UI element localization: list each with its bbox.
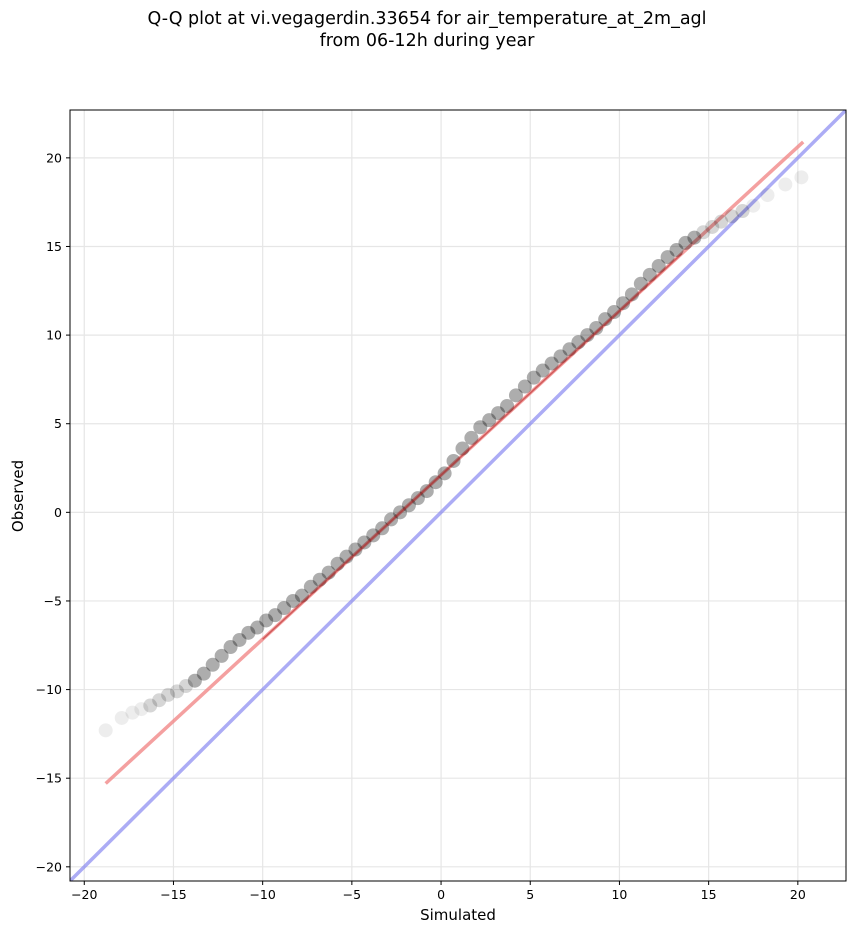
quantile-point — [143, 698, 158, 713]
quantile-point — [232, 632, 247, 647]
quantile-point — [616, 296, 631, 311]
y-axis-label: Observed — [9, 460, 27, 532]
quantile-point — [125, 705, 140, 720]
quantile-point — [268, 608, 283, 623]
y-tick-label: −15 — [36, 771, 62, 786]
quantile-point — [428, 475, 443, 490]
quantile-point — [259, 613, 274, 628]
quantile-point — [277, 601, 292, 616]
grid — [70, 110, 846, 881]
quantile-points — [98, 170, 809, 738]
quantile-point — [250, 620, 265, 635]
quantile-point — [724, 209, 739, 224]
chart-subtitle: from 06-12h during year — [319, 31, 535, 51]
plot-frame — [69, 109, 847, 882]
quantile-point — [696, 225, 711, 240]
quantile-point — [526, 370, 541, 385]
quantile-point — [366, 528, 381, 543]
quantile-point — [508, 388, 523, 403]
x-tick-label: −5 — [343, 887, 361, 902]
x-tick-label: −15 — [160, 887, 186, 902]
quantile-point — [705, 219, 720, 234]
quantile-point — [669, 243, 684, 258]
quantile-point — [651, 258, 666, 273]
quantile-point — [491, 406, 506, 421]
quantile-point — [455, 441, 470, 456]
quantile-point — [598, 312, 613, 327]
quantile-point — [482, 413, 497, 428]
quantile-point — [607, 305, 622, 320]
quantile-point — [642, 267, 657, 282]
quantile-point — [348, 542, 363, 557]
quantile-point — [152, 693, 167, 708]
quantile-point — [580, 328, 595, 343]
x-tick-label: 15 — [701, 887, 717, 902]
chart-title: Q-Q plot at vi.vegagerdin.33654 for air_… — [147, 9, 707, 29]
quantile-point — [384, 512, 399, 527]
x-tick-label: −20 — [71, 887, 97, 902]
quantile-point — [760, 188, 775, 203]
quantile-point — [589, 321, 604, 336]
quantile-point — [624, 287, 639, 302]
quantile-point — [205, 657, 220, 672]
quantile-point — [339, 549, 354, 564]
quantile-point — [535, 363, 550, 378]
x-tick-label: 0 — [437, 887, 445, 902]
quantile-point — [285, 593, 300, 608]
x-tick-label: 5 — [526, 887, 534, 902]
y-tick-label: 0 — [54, 505, 62, 520]
quantile-point — [114, 710, 129, 725]
x-tick-label: 20 — [790, 887, 806, 902]
y-tick-label: 10 — [46, 328, 62, 343]
quantile-point — [178, 679, 193, 694]
quantile-point — [446, 453, 461, 468]
x-tick-label: −10 — [249, 887, 275, 902]
fit-line-inner — [262, 252, 683, 640]
quantile-point — [170, 684, 185, 699]
quantile-point — [746, 198, 761, 213]
quantile-point — [500, 398, 515, 413]
quantile-point — [660, 250, 675, 265]
y-tick-label: 20 — [46, 150, 62, 165]
quantile-point — [517, 379, 532, 394]
quantile-point — [794, 170, 809, 185]
x-tick-label: 10 — [611, 887, 627, 902]
quantile-point — [473, 420, 488, 435]
quantile-point — [678, 235, 693, 250]
quantile-point — [214, 648, 229, 663]
quantile-point — [687, 230, 702, 245]
y-tick-label: 5 — [54, 416, 62, 431]
quantile-point — [714, 214, 729, 229]
quantile-point — [134, 702, 149, 717]
quantile-point — [544, 356, 559, 371]
quantile-point — [223, 640, 238, 655]
y-tick-label: −10 — [36, 682, 62, 697]
quantile-point — [464, 430, 479, 445]
y-tick-label: −5 — [44, 593, 62, 608]
quantile-point — [161, 687, 176, 702]
quantile-point — [553, 349, 568, 364]
quantile-point — [735, 204, 750, 219]
quantile-point — [419, 484, 434, 499]
quantile-point — [98, 723, 113, 738]
quantile-point — [357, 535, 372, 550]
quantile-point — [187, 673, 202, 688]
x-axis-label: Simulated — [420, 906, 496, 924]
quantile-point — [196, 666, 211, 681]
quantile-point — [410, 491, 425, 506]
y-tick-label: −20 — [36, 859, 62, 874]
y-tick-label: 15 — [46, 239, 62, 254]
identity-line — [70, 110, 846, 881]
quantile-point — [241, 625, 256, 640]
quantile-point — [778, 177, 793, 192]
quantile-point — [303, 579, 318, 594]
quantile-point — [437, 466, 452, 481]
